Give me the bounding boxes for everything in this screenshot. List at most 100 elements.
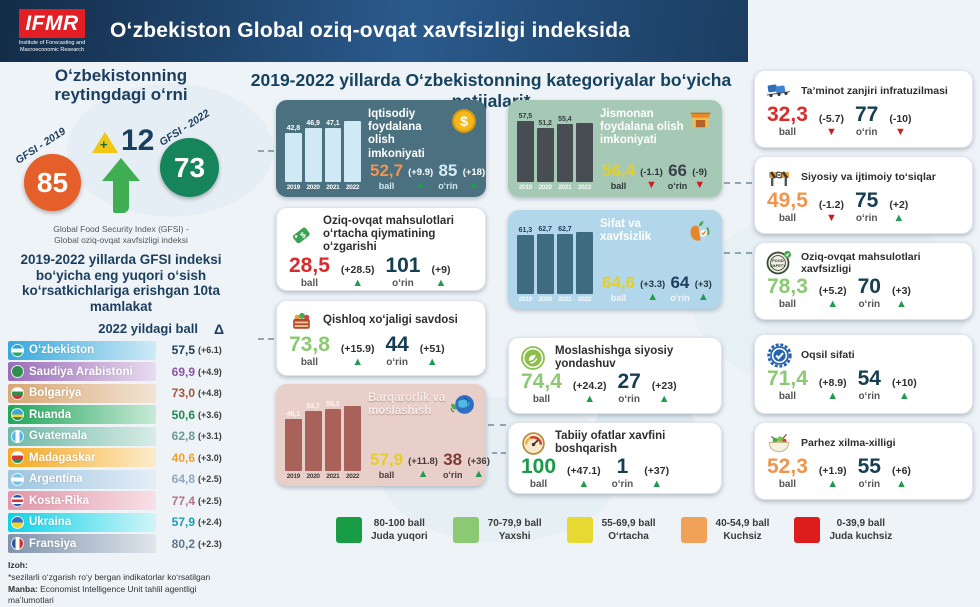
connector-line	[724, 182, 752, 184]
bar-year-label: 2022	[577, 296, 592, 303]
ball-trend-icon: ▲	[415, 179, 427, 191]
bar: 57,5	[517, 108, 534, 182]
bar-year-labels: 2019 2020 2021 2022	[285, 184, 361, 191]
bar: 61,3	[517, 218, 534, 294]
mini-bar-chart-economic: 42,8 46,9 47,1	[285, 108, 361, 182]
delta-symbol: Δ	[213, 320, 224, 337]
card-economic-access: 42,8 46,9 47,1 2019 2020 2021 2022 Iqtisodi…	[276, 100, 486, 197]
ball-label: ball	[378, 470, 395, 480]
ball-value: 52,7	[370, 161, 404, 180]
legend-item: 80-100 ball Juda yuqori	[336, 517, 428, 543]
rank-label: oʻrin	[667, 181, 688, 191]
rank-label: oʻrin	[442, 470, 463, 480]
rank-label: oʻrin	[611, 479, 634, 491]
ball-value: 74,4	[521, 370, 562, 394]
ball-value: 100	[521, 455, 557, 479]
card-quality-safety: 61,3 62,7 62,7 2019 2020 2021 2022 Sifat va…	[508, 210, 722, 309]
bar-value-label: 55,1	[326, 401, 340, 409]
rank-value: 1	[616, 455, 629, 479]
score-legend: 80-100 ball Juda yuqori 70-79,9 ball Yaxsh…	[336, 517, 892, 543]
card-agricultural-trade: Qishloq xoʻjaligi savdosi 73,8 ball (+15.…	[276, 300, 486, 376]
chart-panel: 61,3 62,7 62,7 2019 2020 2021 2022	[517, 218, 593, 303]
legend-range: 70-79,9 ball	[487, 518, 542, 529]
connector-line	[492, 452, 506, 454]
ball-delta: (+9.9)	[408, 167, 434, 178]
card-title: Jismonan foydalana olish imkoniyati	[600, 108, 684, 147]
list-column-header: 2022 yildagi ball Δ	[8, 321, 230, 337]
ball-label: ball	[300, 357, 319, 368]
bar-value-label: 55,4	[558, 115, 572, 123]
country-score: 40,6	[171, 450, 195, 465]
card-metrics: 56,4 ball (-1.1) ▼ 66 oʻrin (-9) ▼	[600, 162, 713, 191]
up-arrow-icon	[102, 158, 140, 214]
country-delta: (+3.1)	[198, 431, 222, 442]
mini-bar-chart-physical: 57,5 51,2 55,4	[517, 108, 593, 182]
note-text: *sezilarli oʻzgarish roʻy bergan indikat…	[8, 571, 211, 582]
bar-year-label: 2020	[306, 473, 320, 480]
card-sustainability-adaptation: 46,1 53,7 55,1 2019 2020 2021 2022 Barqaror…	[276, 384, 490, 486]
ball-label: ball	[610, 181, 627, 191]
ball-label: ball	[300, 277, 319, 289]
flag-icon-guatemala	[11, 429, 24, 443]
bar-fill	[536, 233, 554, 294]
rank-delta: (+23)	[651, 380, 677, 393]
country-delta: (+6.1)	[198, 345, 222, 356]
bar-year-label: 2019	[286, 473, 301, 480]
bar-value-label: 61,3	[518, 226, 533, 234]
bar-fill	[304, 410, 322, 471]
country-score: 50,6	[171, 407, 195, 422]
market-stall-icon	[690, 112, 711, 128]
gfsi-caption-line2: Global oziq-ovqat xavfsizligi indeksi	[54, 235, 188, 246]
bar-value-label: 51,2	[538, 119, 552, 127]
card-metrics: 64,6 ball (+3.3) ▲ 64 oʻrin (+3) ▲	[600, 274, 713, 303]
ball-value: 73,8	[289, 333, 330, 356]
bar-fill	[285, 419, 302, 471]
flag-icon-costa-rica	[11, 494, 24, 508]
country-score: 57,5	[171, 343, 195, 358]
country-row-saudi-arabia: Saudiya Arabistoni 69,9 (+4.9)	[8, 361, 234, 382]
bar: 62,7	[536, 218, 554, 294]
card-metrics: 71,4 ball (+8.9) ▲ 54 oʻrin (+10) ▲	[765, 368, 962, 402]
card-metrics: 49,5 ball (-1.2) ▼ 75 oʻrin (+2) ▲	[765, 190, 962, 224]
bar-fill	[304, 127, 322, 182]
ball-delta: (+24.2)	[572, 380, 607, 393]
ball-trend-icon: ▲	[352, 276, 364, 289]
card-policy-adaptation: Moslashishga siyosiy yondashuv 74,4 ball …	[508, 337, 722, 414]
rank-label: oʻrin	[858, 479, 881, 490]
bar-fill	[517, 121, 534, 182]
category-column-1: 42,8 46,9 47,1 2019 2020 2021 2022 Iqtisodi…	[276, 100, 490, 486]
country-score: 64,8	[171, 472, 195, 487]
rank-delta: (+3)	[891, 285, 911, 297]
rank-change-value: 12	[121, 124, 155, 158]
bar-year-label: 2021	[326, 473, 340, 480]
ball-label: ball	[778, 299, 797, 310]
rank-value: 44	[385, 333, 409, 356]
rank-label: oʻrin	[670, 293, 690, 303]
dollar-coin-icon: $	[452, 109, 476, 133]
ball-label: ball	[532, 394, 551, 406]
ifmr-logo: IFMR Institute of Forecasting and Macroe…	[16, 8, 88, 54]
country-name: Ruanda	[29, 408, 72, 421]
bar	[576, 218, 593, 294]
rank-trend-icon: ▲	[898, 390, 910, 402]
ball-trend-icon: ▲	[647, 291, 659, 303]
card-metrics: 28,5 ball (+28.5) ▲ 101 oʻrin (+9) ▲	[287, 255, 475, 289]
ball-trend-icon: ▲	[417, 468, 429, 480]
bar-fill	[576, 231, 593, 294]
bar-value-label: 46,9	[306, 119, 320, 127]
rank-change-graphic: GFSI - 2019 85 + 12 GFSI - 2022 73	[8, 107, 234, 222]
rank-trend-icon: ▼	[694, 179, 706, 191]
ball-trend-icon: ▲	[584, 393, 596, 406]
bar-fill	[285, 132, 302, 182]
legend-item: 0-39,9 ball Juda kuchsiz	[794, 517, 892, 543]
salad-icon	[768, 433, 790, 453]
bar: 62,7	[556, 218, 574, 294]
legend-range: 0-39,9 ball	[836, 518, 886, 529]
bar-fill	[556, 233, 574, 294]
category-column-3: Taʼminot zanjiri infratuzilmasi 32,3 ball…	[754, 70, 973, 500]
bar: 46,1	[285, 392, 302, 471]
flag-icon-rwanda	[11, 408, 24, 422]
rank-value: 85	[438, 161, 458, 180]
ball-trend-icon: ▼	[646, 179, 657, 191]
legend-item: 70-79,9 ball Yaxshi	[452, 517, 542, 543]
